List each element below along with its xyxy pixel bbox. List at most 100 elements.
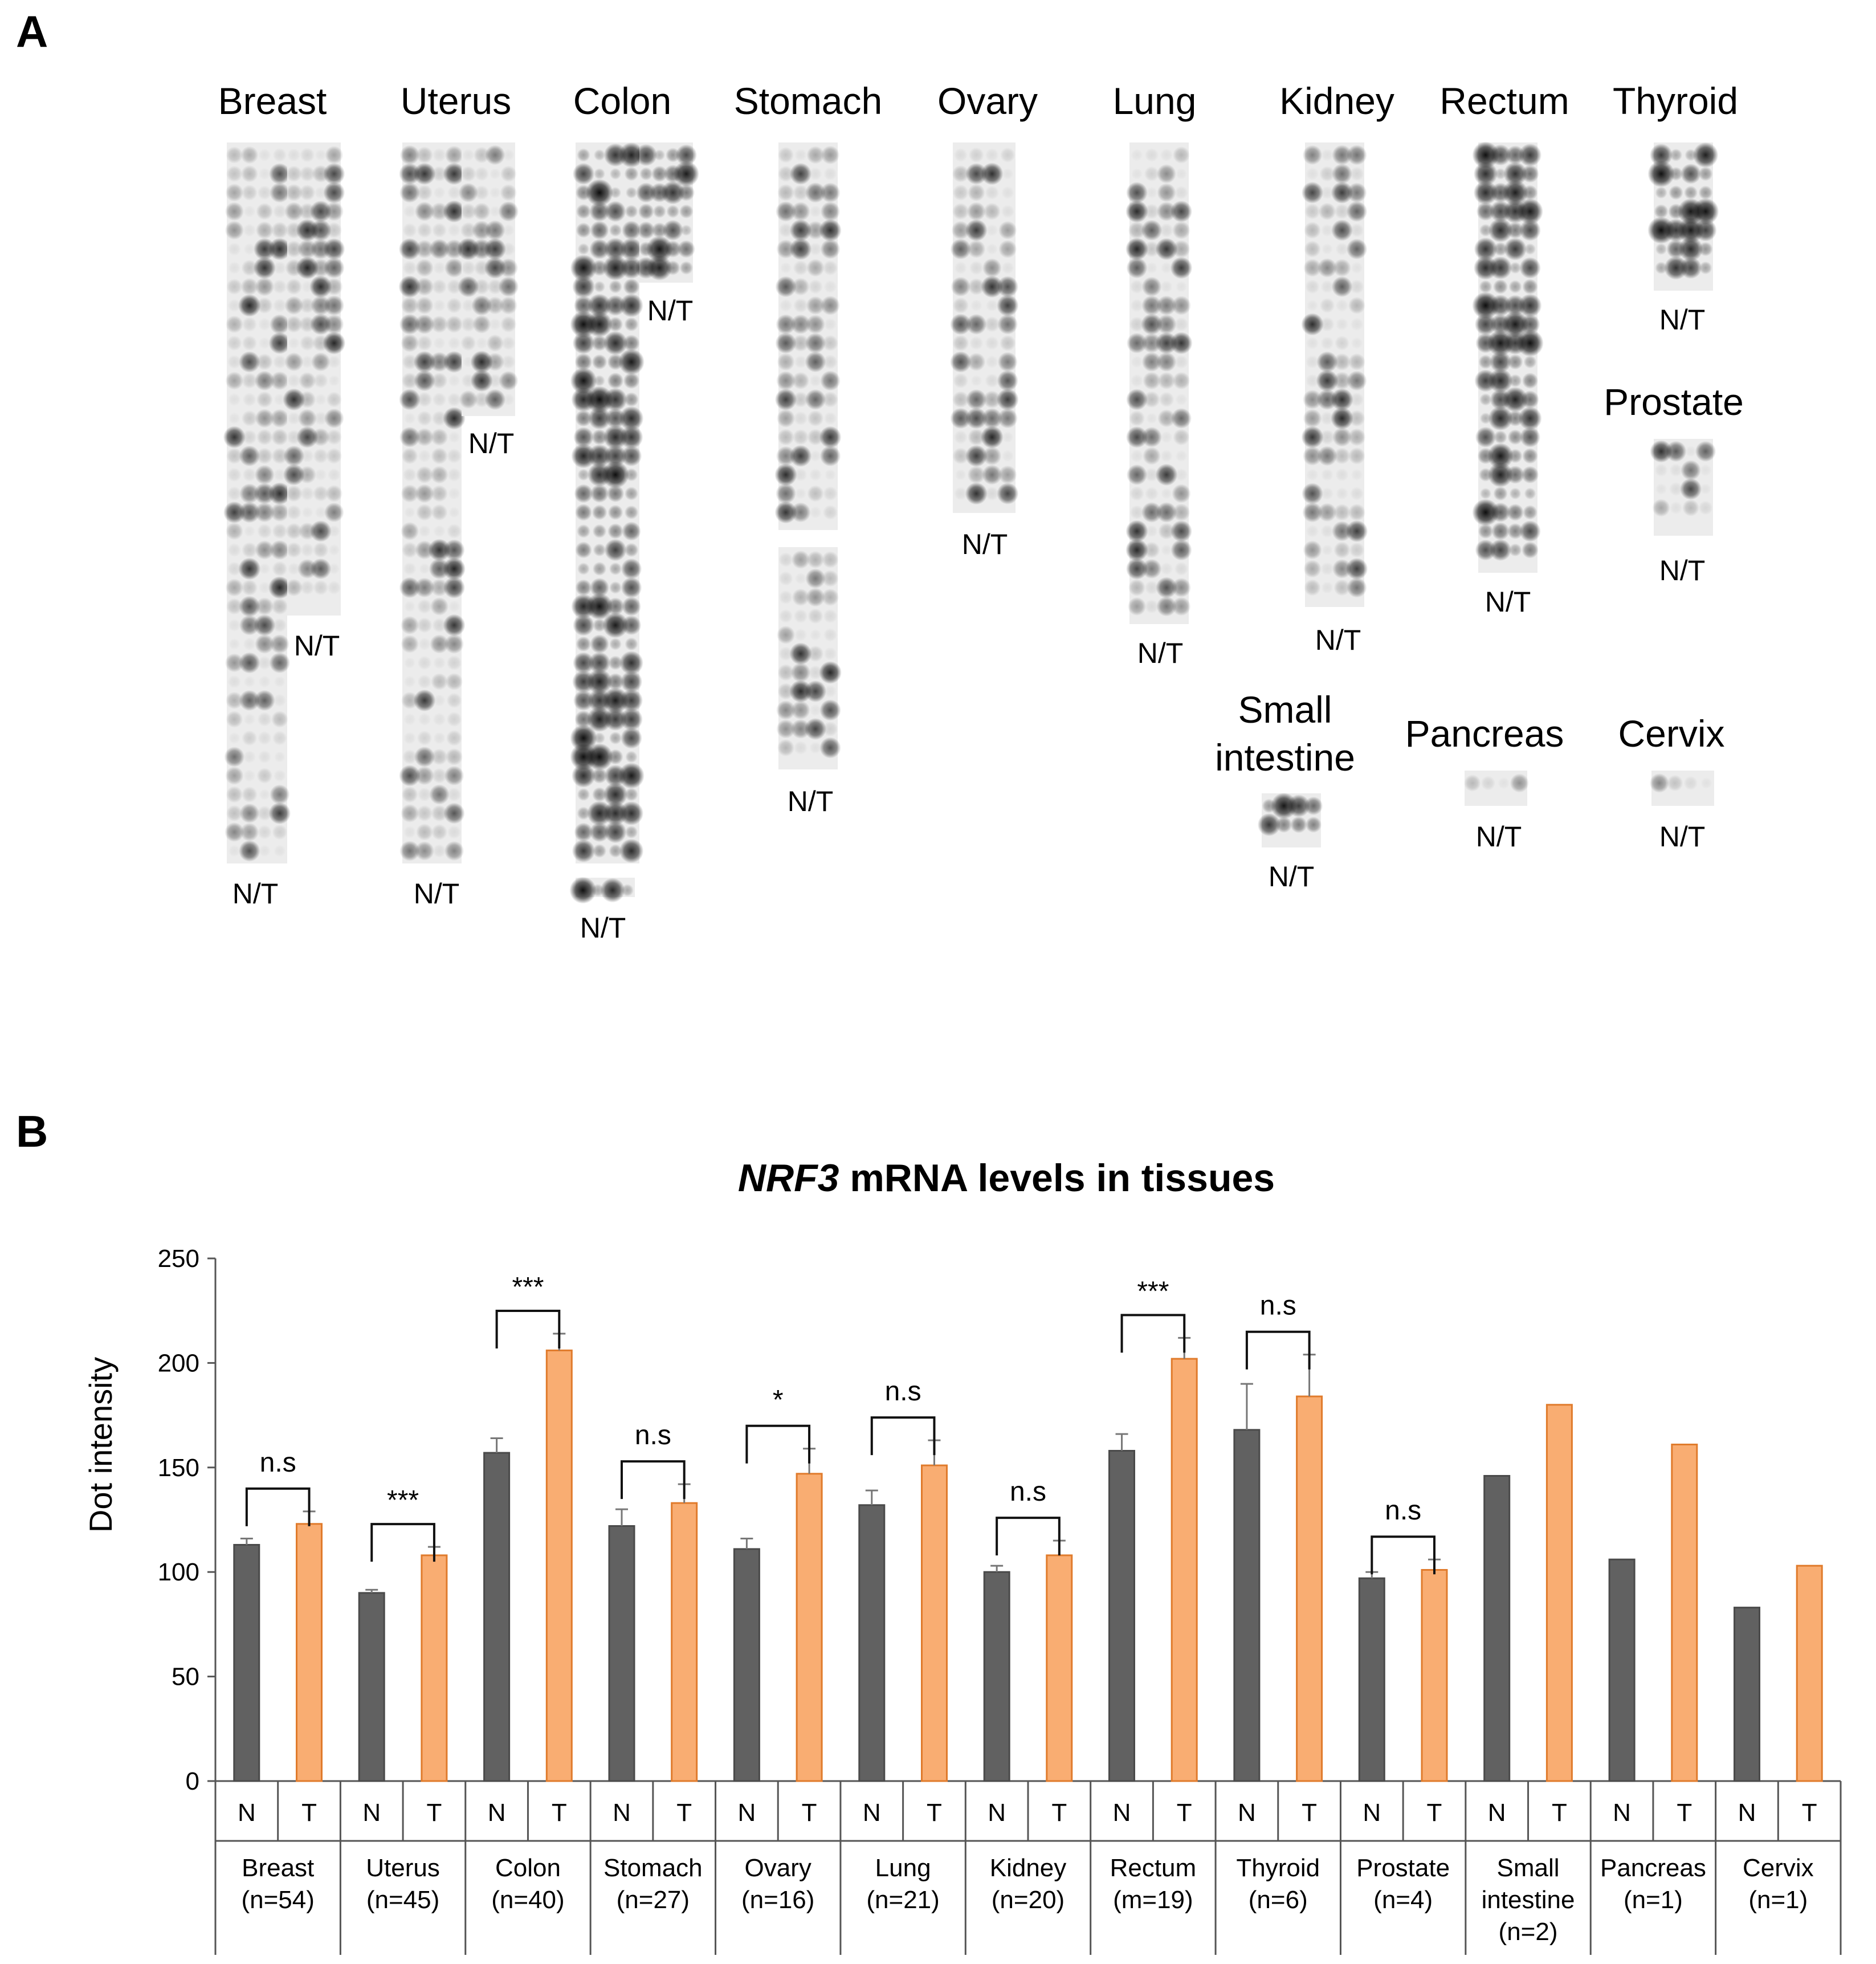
category-label: intestine	[1482, 1886, 1575, 1914]
nt-label-stomach: N/T	[788, 785, 834, 817]
group-label-n: N	[1363, 1799, 1381, 1827]
blot-strip-small-intestine	[1257, 792, 1323, 847]
bar-t	[1671, 1444, 1698, 1782]
category-label: (n=1)	[1624, 1886, 1683, 1914]
significance-label: ***	[512, 1272, 544, 1302]
tissue-title-colon: Colon	[573, 80, 671, 122]
group-label-t: T	[1802, 1799, 1817, 1827]
group-label-n: N	[1613, 1799, 1631, 1827]
group-label-t: T	[676, 1799, 692, 1827]
category-label: Cervix	[1743, 1854, 1814, 1882]
nt-label-thyroid: N/T	[1659, 304, 1706, 336]
group-label-t: T	[1552, 1799, 1567, 1827]
category-label: Small	[1497, 1854, 1560, 1882]
blot-strip-stomach-2	[776, 547, 842, 769]
dot-blot-panel: Breast Uterus Colon Stomach Ovary Lung K…	[218, 80, 1744, 944]
tissue-title-rectum: Rectum	[1439, 80, 1569, 122]
panel-b-letter: B	[16, 1106, 48, 1156]
blot-strip-cervix	[1649, 771, 1714, 806]
category-label: Colon	[495, 1854, 561, 1882]
category-label: (n=4)	[1373, 1886, 1433, 1914]
group-label-n: N	[1738, 1799, 1756, 1827]
group-label-t: T	[1427, 1799, 1442, 1827]
group-label-t: T	[301, 1799, 317, 1827]
significance-bracket	[370, 1523, 435, 1562]
group-label-t: T	[552, 1799, 567, 1827]
blot-strip-pancreas	[1463, 771, 1529, 806]
bar-t	[921, 1464, 948, 1782]
category-label: (n=2)	[1499, 1918, 1558, 1946]
nt-label-colon: N/T	[580, 912, 626, 944]
group-label-n: N	[362, 1799, 381, 1827]
tissue-title-ovary: Ovary	[937, 80, 1038, 122]
blot-strip-colon-2	[635, 142, 699, 283]
nt-label-uterus: N/T	[414, 878, 460, 910]
category-label: (n=1)	[1748, 1886, 1808, 1914]
chart-title-rest: mRNA levels in tissues	[839, 1156, 1275, 1200]
y-tick-label: 0	[186, 1767, 199, 1795]
group-label-t: T	[1677, 1799, 1692, 1827]
bar-t	[1421, 1569, 1448, 1782]
significance-bracket	[245, 1487, 311, 1526]
tissue-title-pancreas: Pancreas	[1405, 712, 1564, 755]
bar-t	[1545, 1404, 1573, 1782]
tissue-title-cervix: Cervix	[1618, 712, 1724, 755]
bar-t	[1796, 1564, 1823, 1782]
significance-label: n.s	[885, 1376, 921, 1407]
y-tick-label: 50	[172, 1663, 199, 1691]
significance-bracket	[996, 1517, 1061, 1556]
tissue-title-breast: Breast	[218, 80, 327, 122]
bar-n	[608, 1525, 635, 1782]
tissue-title-small-intestine: Small intestine	[1215, 688, 1355, 779]
bar-n	[733, 1548, 760, 1782]
bar-n	[1608, 1558, 1636, 1782]
group-label-t: T	[1177, 1799, 1192, 1827]
tissue-title-lung: Lung	[1113, 80, 1197, 122]
nt-label-rectum: N/T	[1485, 586, 1531, 618]
bar-n	[1734, 1607, 1760, 1782]
group-label-n: N	[1238, 1799, 1256, 1827]
bar-n	[1233, 1429, 1261, 1782]
group-label-n: N	[863, 1799, 881, 1827]
significance-bracket	[495, 1310, 561, 1349]
bar-t	[296, 1523, 323, 1782]
blot-strip-breast-1	[223, 142, 291, 863]
bar-t	[1046, 1554, 1073, 1782]
significance-bracket	[1245, 1330, 1311, 1370]
nt-label-lung: N/T	[1137, 637, 1184, 669]
tissue-title-stomach: Stomach	[734, 80, 882, 122]
category-label: (n=20)	[992, 1886, 1065, 1914]
blot-strip-lung	[1125, 142, 1193, 624]
category-label: Lung	[875, 1854, 931, 1882]
category-label: (n=40)	[491, 1886, 564, 1914]
category-label: (n=6)	[1249, 1886, 1308, 1914]
group-label-t: T	[927, 1799, 942, 1827]
significance-bracket	[1371, 1535, 1435, 1575]
category-label: (n=27)	[617, 1886, 690, 1914]
bar-n	[858, 1504, 886, 1782]
category-label: Stomach	[603, 1854, 703, 1882]
blot-strip-breast-2	[283, 142, 346, 616]
bar-n	[1108, 1450, 1135, 1782]
category-label: Prostate	[1356, 1854, 1450, 1882]
blot-strip-thyroid	[1647, 142, 1719, 291]
nt-label-breast: N/T	[233, 878, 279, 910]
significance-label: n.s	[260, 1448, 296, 1478]
blot-strip-kidney	[1301, 142, 1368, 607]
group-label-t: T	[1302, 1799, 1317, 1827]
category-label: (n=45)	[366, 1886, 439, 1914]
bar-t	[1296, 1395, 1323, 1782]
tissue-title-thyroid: Thyroid	[1613, 80, 1738, 122]
blot-strip-rectum	[1472, 141, 1544, 573]
y-tick-label: 250	[158, 1245, 199, 1273]
nt-label-pancreas: N/T	[1476, 821, 1522, 853]
nt-label-uterus-2: N/T	[468, 427, 515, 459]
category-label: Kidney	[990, 1854, 1067, 1882]
significance-label: n.s	[1385, 1496, 1421, 1526]
significance-bracket	[621, 1460, 686, 1500]
y-tick-label: 150	[158, 1454, 199, 1482]
category-label: Rectum	[1110, 1854, 1197, 1882]
y-tick-label: 100	[158, 1558, 199, 1586]
bar-n	[358, 1592, 385, 1782]
